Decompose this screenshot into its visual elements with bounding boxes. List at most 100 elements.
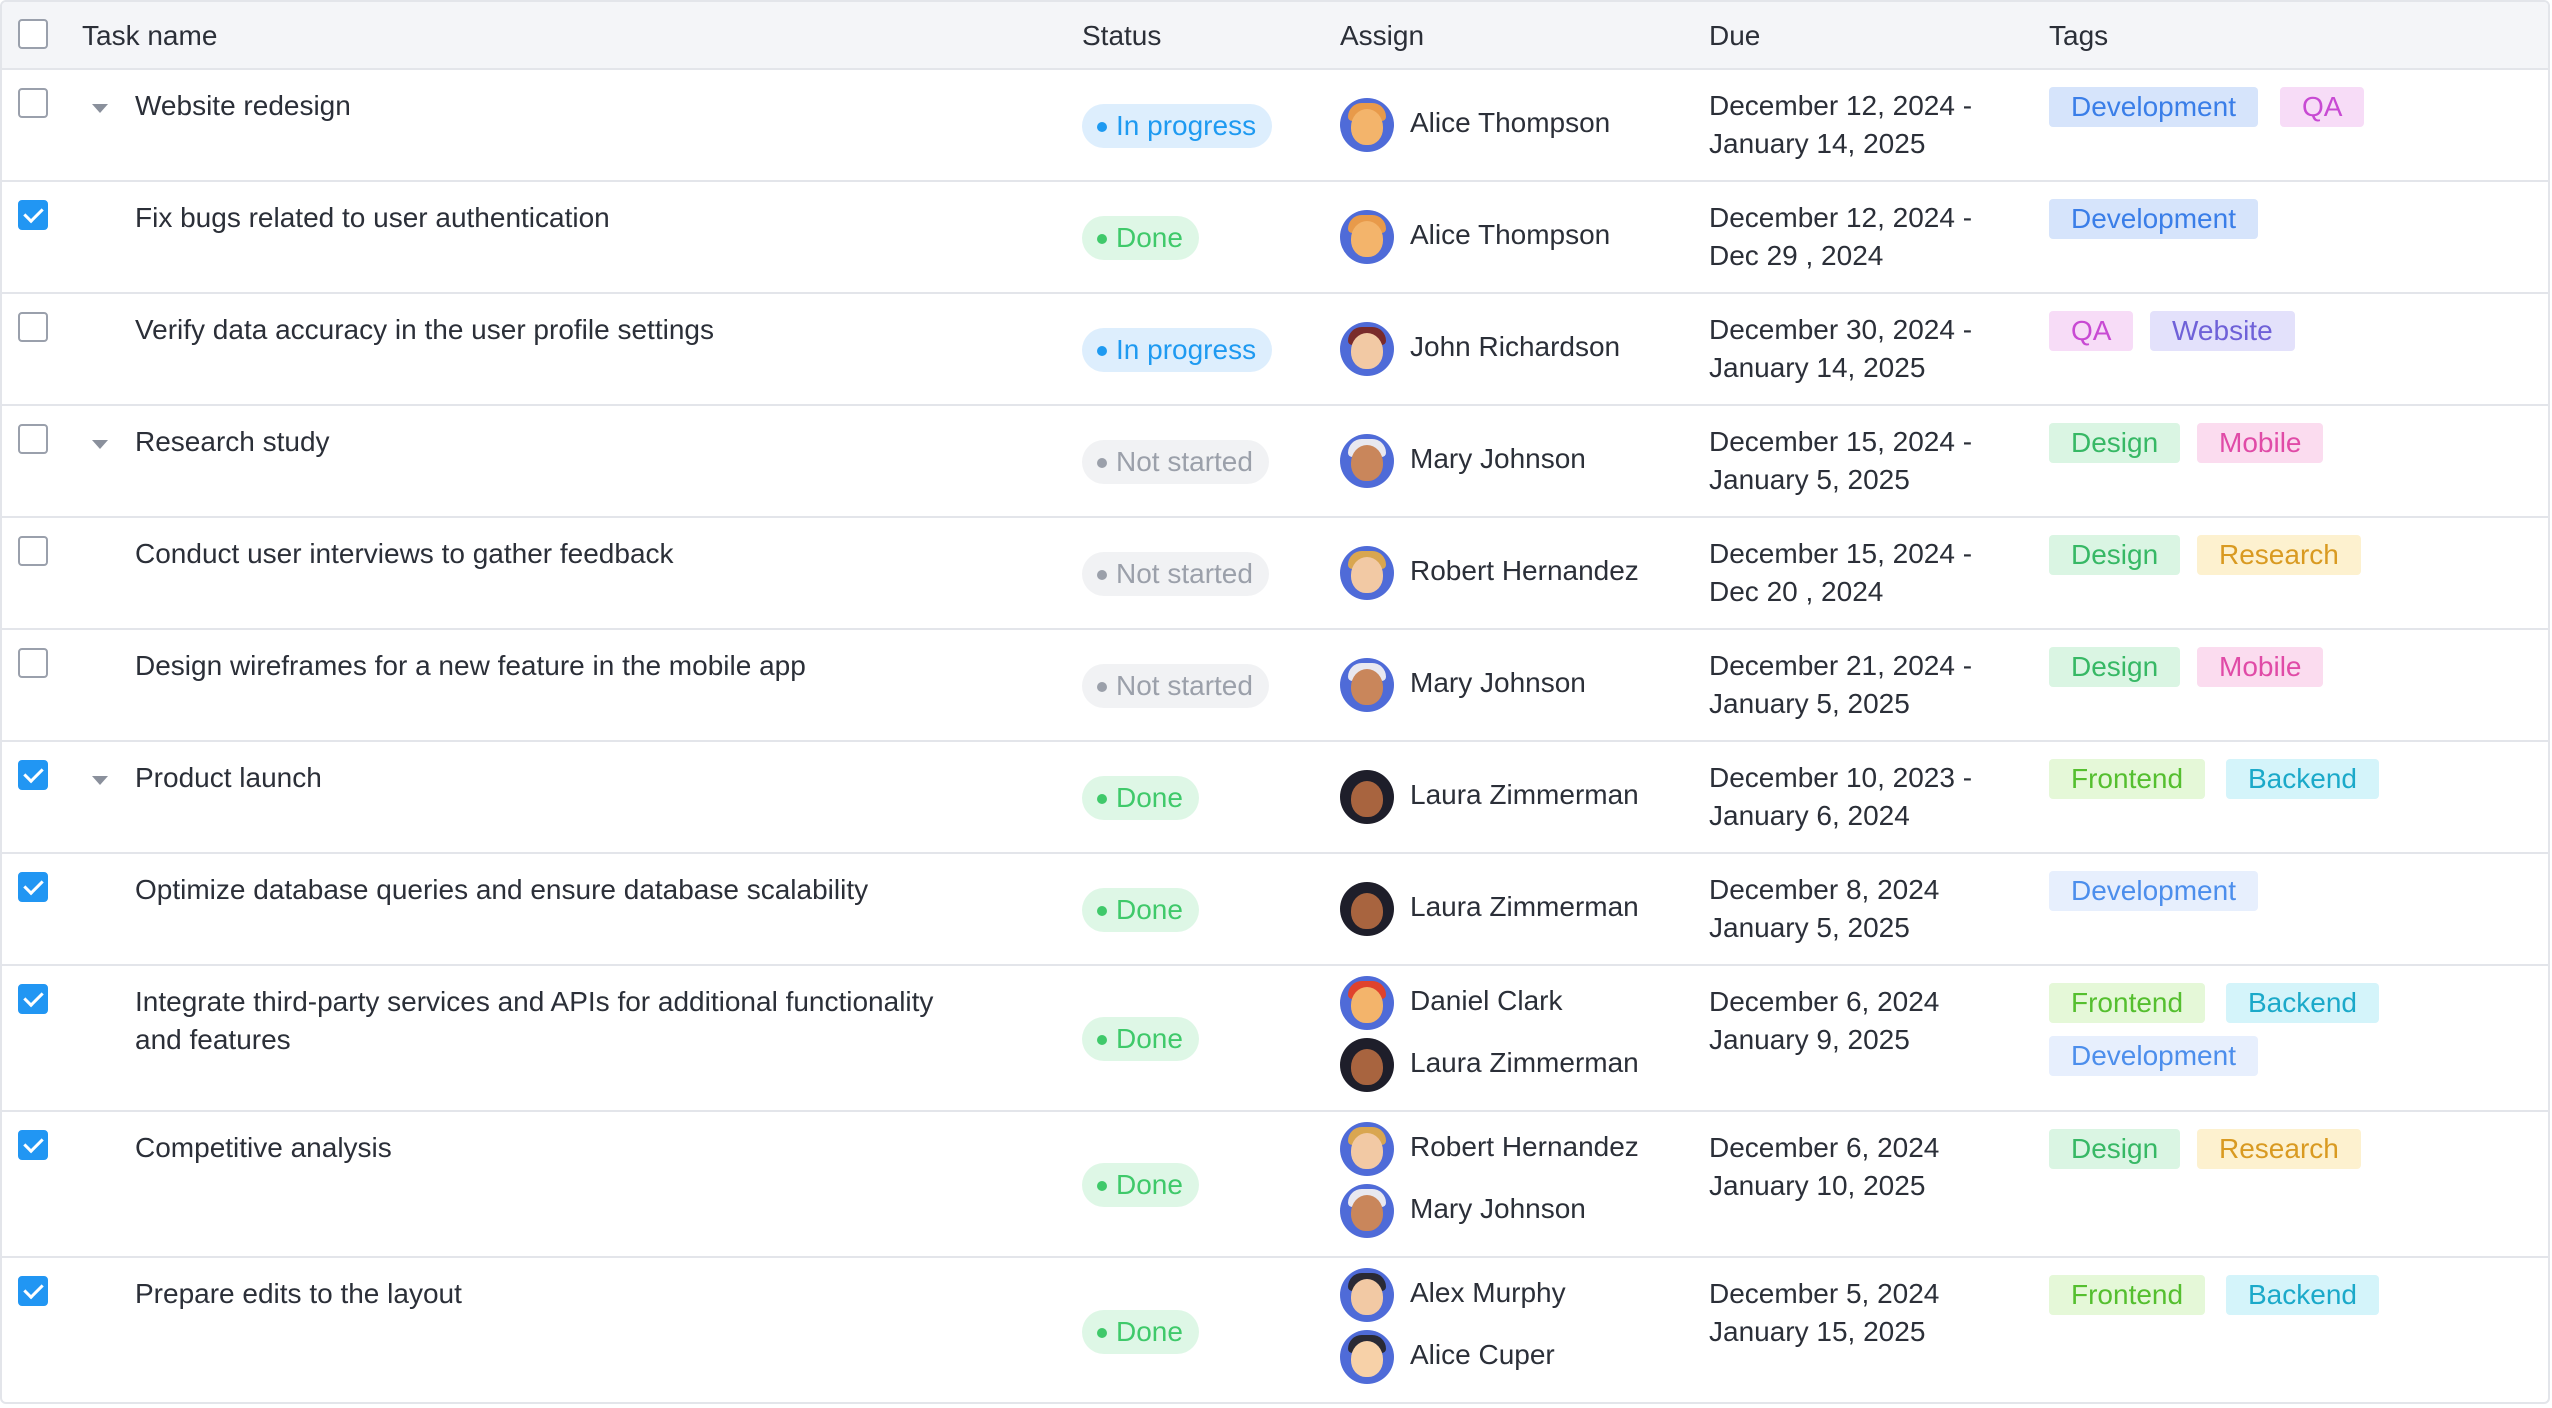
table-row[interactable]: Website redesign In progress Alice Thompso…: [2, 70, 2548, 182]
task-name-line: and features: [135, 1024, 291, 1055]
due-date[interactable]: December 21, 2024 - January 5, 2025: [1709, 647, 1972, 723]
column-header-task[interactable]: Task name: [82, 20, 218, 51]
due-date[interactable]: December 15, 2024 - Dec 20 , 2024: [1709, 535, 1972, 611]
row-checkbox[interactable]: [18, 536, 48, 566]
column-header-due[interactable]: Due: [1709, 20, 1761, 51]
task-name[interactable]: Design wireframes for a new feature in t…: [135, 650, 806, 681]
row-checkbox[interactable]: [18, 1130, 48, 1160]
task-name[interactable]: Fix bugs related to user authentication: [135, 202, 610, 233]
due-date[interactable]: December 6, 2024 January 9, 2025: [1709, 983, 1939, 1059]
tag[interactable]: Development: [2049, 199, 2258, 239]
due-start: December 12, 2024 -: [1709, 90, 1973, 121]
assignee-name: Mary Johnson: [1410, 443, 1586, 474]
tag[interactable]: Frontend: [2049, 1275, 2206, 1315]
due-date[interactable]: December 10, 2023 - January 6, 2024: [1709, 759, 1972, 835]
status-badge[interactable]: Not started: [1082, 664, 1269, 708]
status-badge[interactable]: In progress: [1082, 104, 1273, 148]
tag[interactable]: Development: [2049, 871, 2258, 911]
tag[interactable]: Frontend: [2049, 759, 2206, 799]
task-name[interactable]: Prepare edits to the layout: [135, 1278, 462, 1309]
row-checkbox[interactable]: [18, 1276, 48, 1306]
row-checkbox[interactable]: [18, 88, 48, 118]
row-checkbox[interactable]: [18, 312, 48, 342]
chevron-down-icon[interactable]: [92, 440, 108, 449]
task-name[interactable]: Conduct user interviews to gather feedba…: [135, 538, 674, 569]
select-all-checkbox[interactable]: [18, 19, 48, 49]
due-date[interactable]: December 12, 2024 - Dec 29 , 2024: [1709, 199, 1972, 275]
row-checkbox[interactable]: [18, 984, 48, 1014]
table-row[interactable]: Design wireframes for a new feature in t…: [2, 630, 2548, 742]
task-name[interactable]: Optimize database queries and ensure dat…: [135, 874, 869, 905]
due-date[interactable]: December 15, 2024 - January 5, 2025: [1709, 423, 1972, 499]
tag[interactable]: Development: [2049, 87, 2258, 127]
table-row[interactable]: Conduct user interviews to gather feedba…: [2, 518, 2548, 630]
status-badge[interactable]: Done: [1082, 888, 1199, 932]
avatar: [1340, 882, 1394, 936]
chevron-down-icon[interactable]: [92, 776, 108, 785]
tag[interactable]: Research: [2197, 1129, 2361, 1169]
status-badge[interactable]: Done: [1082, 216, 1199, 260]
tag[interactable]: Website: [2150, 311, 2295, 351]
tag[interactable]: Development: [2049, 1036, 2258, 1076]
due-date[interactable]: December 30, 2024 - January 14, 2025: [1709, 311, 1972, 387]
tag[interactable]: QA: [2280, 87, 2365, 127]
avatar-face: [1351, 557, 1383, 593]
tag[interactable]: Design: [2049, 1129, 2181, 1169]
tag[interactable]: Backend: [2226, 1275, 2379, 1315]
table-row[interactable]: Optimize database queries and ensure dat…: [2, 854, 2548, 966]
avatar-face: [1351, 1195, 1383, 1231]
due-start: December 8, 2024: [1709, 874, 1940, 905]
due-start: December 6, 2024: [1709, 986, 1940, 1017]
avatar: [1340, 546, 1394, 600]
tag[interactable]: QA: [2049, 311, 2134, 351]
status-badge[interactable]: Done: [1082, 776, 1199, 820]
tag[interactable]: Research: [2197, 535, 2361, 575]
status-badge[interactable]: Done: [1082, 1310, 1199, 1354]
tag[interactable]: Mobile: [2197, 423, 2324, 463]
row-checkbox[interactable]: [18, 424, 48, 454]
status-badge[interactable]: Not started: [1082, 440, 1269, 484]
column-header-assign[interactable]: Assign: [1340, 20, 1425, 51]
table-row[interactable]: Research study Not started Mary Johnson Dec…: [2, 406, 2548, 518]
status-badge[interactable]: Done: [1082, 1017, 1199, 1061]
due-start: December 12, 2024 -: [1709, 202, 1973, 233]
table-row[interactable]: Product launch Done Laura Zimmerman Decembe…: [2, 742, 2548, 854]
task-name[interactable]: Verify data accuracy in the user profile…: [135, 314, 714, 345]
row-checkbox[interactable]: [18, 200, 48, 230]
task-name[interactable]: Competitive analysis: [135, 1132, 392, 1163]
due-date[interactable]: December 12, 2024 - January 14, 2025: [1709, 87, 1972, 163]
task-name[interactable]: Research study: [135, 426, 330, 457]
row-checkbox[interactable]: [18, 760, 48, 790]
avatar-face: [1351, 987, 1383, 1023]
task-name[interactable]: Integrate third-party services and APIs …: [135, 983, 1015, 1059]
table-row[interactable]: Prepare edits to the layout Done Alex Murp…: [2, 1258, 2548, 1402]
due-start: December 15, 2024 -: [1709, 538, 1973, 569]
tag[interactable]: Frontend: [2049, 983, 2206, 1023]
table-row[interactable]: Integrate third-party services and APIs …: [2, 966, 2548, 1112]
due-date[interactable]: December 8, 2024 January 5, 2025: [1709, 871, 1939, 947]
status-badge[interactable]: Not started: [1082, 552, 1269, 596]
status-badge[interactable]: In progress: [1082, 328, 1273, 372]
table-row[interactable]: Fix bugs related to user authentication D…: [2, 182, 2548, 294]
due-end: Dec 20 , 2024: [1709, 576, 1884, 607]
tag[interactable]: Backend: [2226, 983, 2379, 1023]
tag[interactable]: Design: [2049, 647, 2181, 687]
chevron-down-icon[interactable]: [92, 104, 108, 113]
task-name[interactable]: Product launch: [135, 762, 322, 793]
tag[interactable]: Mobile: [2197, 647, 2324, 687]
table-row[interactable]: Competitive analysis Done Robert Hernandez…: [2, 1112, 2548, 1258]
row-checkbox[interactable]: [18, 872, 48, 902]
tag[interactable]: Design: [2049, 535, 2181, 575]
column-header-status[interactable]: Status: [1082, 20, 1162, 51]
status-badge[interactable]: Done: [1082, 1163, 1199, 1207]
due-date[interactable]: December 5, 2024 January 15, 2025: [1709, 1275, 1939, 1351]
row-checkbox[interactable]: [18, 648, 48, 678]
tag[interactable]: Backend: [2226, 759, 2379, 799]
tag[interactable]: Design: [2049, 423, 2181, 463]
table-row[interactable]: Verify data accuracy in the user profile…: [2, 294, 2548, 406]
due-date[interactable]: December 6, 2024 January 10, 2025: [1709, 1129, 1939, 1205]
due-start: December 21, 2024 -: [1709, 650, 1973, 681]
avatar-face: [1351, 1133, 1383, 1169]
column-header-tags[interactable]: Tags: [2049, 20, 2109, 51]
task-name[interactable]: Website redesign: [135, 90, 351, 121]
